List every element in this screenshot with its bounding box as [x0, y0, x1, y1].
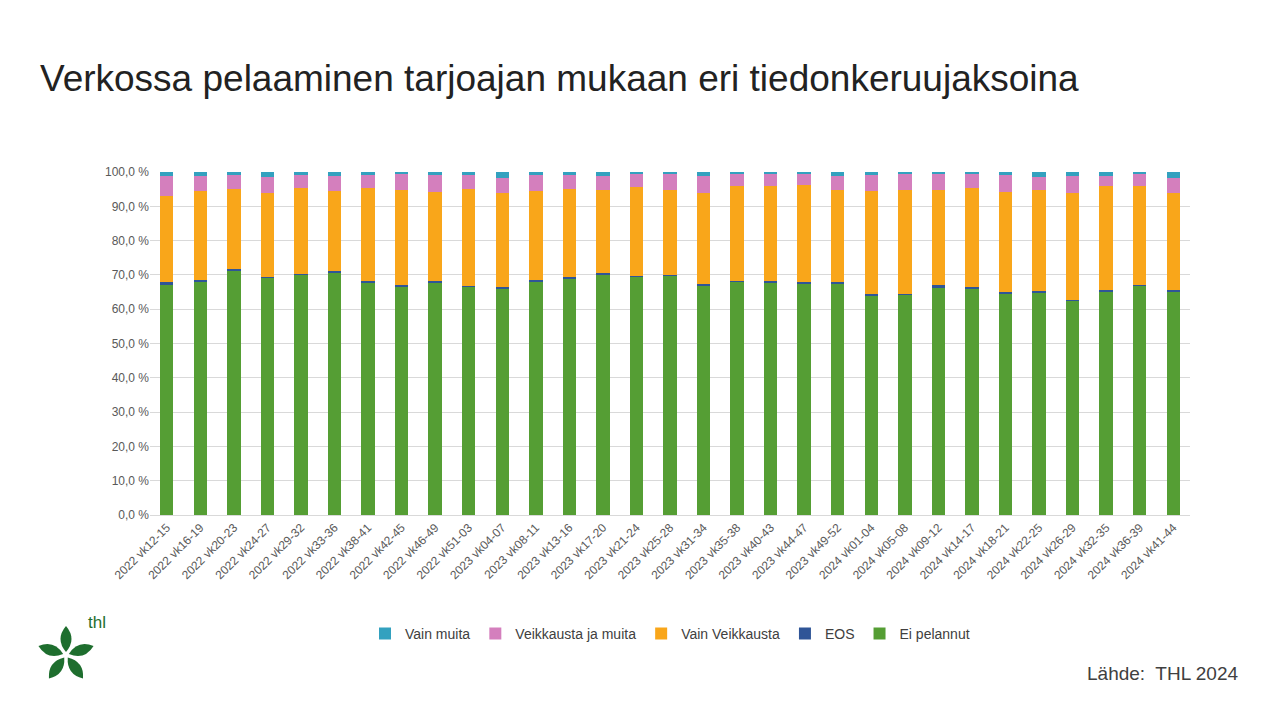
svg-text:thl: thl	[88, 613, 106, 632]
svg-text:Ei pelannut: Ei pelannut	[900, 626, 970, 642]
svg-text:90,0 %: 90,0 %	[112, 200, 150, 214]
svg-text:2023 vk25-28: 2023 vk25-28	[615, 521, 677, 583]
svg-text:2023 vk49-52: 2023 vk49-52	[783, 521, 845, 583]
svg-text:2022 vk20-23: 2022 vk20-23	[179, 521, 241, 583]
svg-text:2024 vk41-44: 2024 vk41-44	[1118, 521, 1180, 583]
svg-text:2022 vk38-41: 2022 vk38-41	[313, 521, 375, 583]
svg-text:2024 vk09-12: 2024 vk09-12	[883, 521, 945, 583]
svg-text:2023 vk44-47: 2023 vk44-47	[749, 521, 811, 583]
svg-text:2022 vk42-45: 2022 vk42-45	[347, 521, 409, 583]
svg-text:EOS: EOS	[825, 626, 855, 642]
svg-text:2023 vk08-11: 2023 vk08-11	[481, 521, 542, 582]
svg-text:2022 vk12-15: 2022 vk12-15	[112, 521, 174, 583]
svg-text:80,0 %: 80,0 %	[112, 234, 150, 248]
svg-text:Vain Veikkausta: Vain Veikkausta	[681, 626, 780, 642]
svg-text:2024 vk14-17: 2024 vk14-17	[917, 521, 979, 583]
svg-text:2024 vk22-25: 2024 vk22-25	[984, 521, 1046, 583]
svg-text:Veikkausta ja muita: Veikkausta ja muita	[515, 626, 636, 642]
svg-text:Verkossa pelaaminen tarjoajan: Verkossa pelaaminen tarjoajan mukaan eri…	[40, 58, 1079, 99]
svg-text:20,0 %: 20,0 %	[112, 440, 150, 454]
svg-text:10,0 %: 10,0 %	[112, 474, 150, 488]
svg-text:2023 vk35-38: 2023 vk35-38	[682, 521, 744, 583]
svg-text:2022 vk51-03: 2022 vk51-03	[414, 521, 476, 583]
svg-text:Vain muita: Vain muita	[405, 626, 470, 642]
svg-text:2024 vk32-35: 2024 vk32-35	[1051, 521, 1113, 583]
svg-text:2024 vk18-21: 2024 vk18-21	[951, 521, 1013, 583]
svg-text:2023 vk31-34: 2023 vk31-34	[649, 521, 711, 583]
svg-text:2023 vk21-24: 2023 vk21-24	[581, 521, 643, 583]
svg-text:2022 vk29-32: 2022 vk29-32	[246, 521, 308, 583]
svg-text:2022 vk46-49: 2022 vk46-49	[380, 521, 442, 583]
svg-text:70,0 %: 70,0 %	[112, 268, 150, 282]
svg-text:2024 vk26-29: 2024 vk26-29	[1018, 521, 1080, 583]
svg-text:2024 vk05-08: 2024 vk05-08	[850, 521, 912, 583]
svg-text:100,0 %: 100,0 %	[105, 165, 149, 179]
svg-text:2024 vk36-39: 2024 vk36-39	[1085, 521, 1147, 583]
svg-text:2022 vk33-36: 2022 vk33-36	[280, 521, 342, 583]
svg-text:2023 vk04-07: 2023 vk04-07	[447, 521, 509, 583]
svg-text:0,0 %: 0,0 %	[118, 508, 149, 522]
svg-text:60,0 %: 60,0 %	[112, 302, 150, 316]
svg-text:2022 vk16-19: 2022 vk16-19	[145, 521, 207, 583]
svg-text:2023 vk13-16: 2023 vk13-16	[514, 521, 576, 583]
svg-text:50,0 %: 50,0 %	[112, 337, 150, 351]
svg-text:30,0 %: 30,0 %	[112, 405, 150, 419]
svg-text:Lähde: THL 2024: Lähde: THL 2024	[1087, 663, 1238, 684]
svg-text:2024 vk01-04: 2024 vk01-04	[816, 521, 878, 583]
svg-text:2023 vk17-20: 2023 vk17-20	[548, 521, 610, 583]
svg-text:40,0 %: 40,0 %	[112, 371, 150, 385]
svg-text:2022 vk24-27: 2022 vk24-27	[212, 521, 274, 583]
svg-text:2023 vk40-43: 2023 vk40-43	[716, 521, 778, 583]
